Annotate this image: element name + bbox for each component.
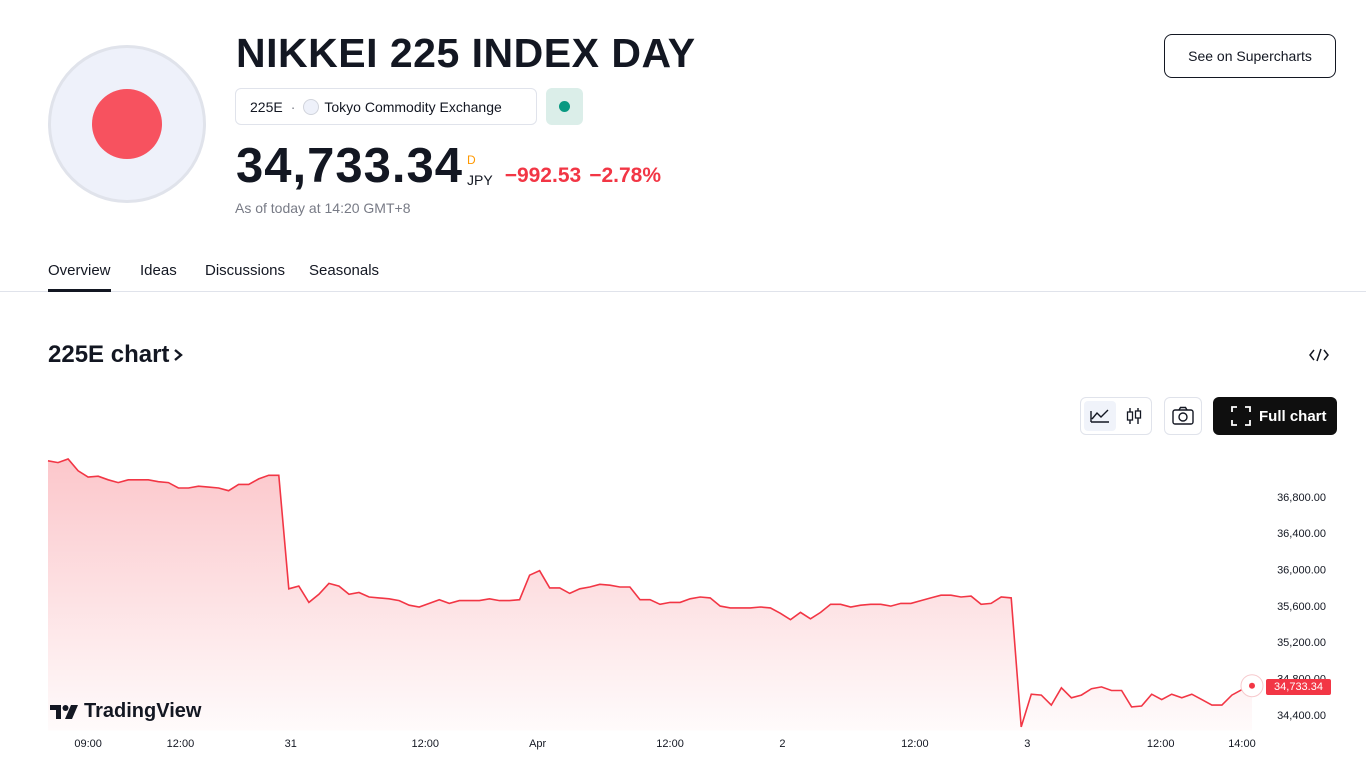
title: NIKKEI 225 INDEX DAY — [236, 30, 696, 76]
as-of: As of today at 14:20 GMT+8 — [235, 200, 411, 216]
last-point — [1249, 682, 1255, 689]
y-tick-label: 36,000.00 — [1277, 565, 1326, 577]
last-price-tag: 34,733.34 — [1266, 679, 1331, 695]
chart-heading[interactable]: 225E chart — [48, 341, 184, 369]
camera-icon — [1172, 406, 1194, 425]
exchange-logo — [303, 98, 320, 115]
x-tick-label: Apr — [529, 738, 546, 750]
snapshot-button[interactable] — [1164, 397, 1202, 435]
price-row: 34,733.34 D JPY −992.53 −2.78% — [236, 140, 661, 192]
x-tick-label: 09:00 — [74, 738, 102, 750]
x-tick-label: 3 — [1024, 738, 1030, 750]
symbol: 225E — [250, 98, 283, 115]
tab[interactable]: Seasonals — [309, 262, 380, 279]
chevron — [174, 349, 184, 361]
chart-style-group — [1080, 397, 1152, 435]
fullscreen-icon — [1231, 406, 1251, 426]
y-tick-label: 36,400.00 — [1277, 528, 1326, 540]
change: −992.53 — [504, 164, 582, 187]
x-tick-label: 12:00 — [901, 738, 929, 750]
brand-name: TradingView — [84, 700, 202, 722]
y-tick-label: 35,200.00 — [1277, 637, 1326, 649]
chart-heading-text: 225E chart — [48, 341, 170, 368]
y-tick-label: 36,800.00 — [1277, 492, 1326, 504]
status-dot — [559, 101, 570, 112]
x-tick-label: 12:00 — [1147, 738, 1175, 750]
embed-icon[interactable] — [1308, 346, 1330, 364]
button-label: See on Supercharts — [1188, 48, 1312, 64]
x-tick-label: 14:00 — [1228, 738, 1256, 750]
area — [48, 459, 1252, 731]
price-suffix: D — [467, 153, 476, 167]
y-tick-label: 34,400.00 — [1277, 710, 1326, 722]
brand: TradingView — [50, 700, 201, 723]
tab[interactable]: Ideas — [140, 262, 177, 279]
x-tick-label: 31 — [285, 738, 297, 750]
tab[interactable]: Overview — [48, 262, 111, 279]
line — [47, 458, 1253, 728]
currency: JPY — [467, 172, 493, 188]
x-tick-label: 12:00 — [656, 738, 684, 750]
brand-icon — [50, 704, 78, 719]
exchange: Tokyo Commodity Exchange — [324, 98, 502, 115]
line-style-button[interactable] — [1084, 401, 1116, 431]
tab-underline — [48, 289, 111, 292]
full-chart-label: Full chart — [1259, 407, 1327, 425]
line-icon — [1090, 409, 1109, 423]
separator: · — [290, 98, 296, 115]
supercharts-button[interactable]: See on Supercharts — [1164, 34, 1336, 78]
logo — [48, 45, 206, 203]
price-unit: D JPY — [467, 150, 493, 192]
price: 34,733.34 — [236, 139, 463, 193]
full-chart-button[interactable]: Full chart — [1213, 397, 1337, 435]
market-status[interactable] — [546, 88, 583, 125]
x-tick-label: 2 — [779, 738, 785, 750]
logo-dot — [92, 89, 162, 159]
change-percent: −2.78% — [589, 164, 661, 187]
symbol-badge[interactable]: 225E · Tokyo Commodity Exchange — [235, 88, 537, 125]
y-tick-label: 35,600.00 — [1277, 601, 1326, 613]
x-tick-label: 12:00 — [167, 738, 195, 750]
x-tick-label: 12:00 — [411, 738, 439, 750]
candle-style-button[interactable] — [1119, 401, 1149, 431]
tab[interactable]: Discussions — [205, 262, 286, 279]
